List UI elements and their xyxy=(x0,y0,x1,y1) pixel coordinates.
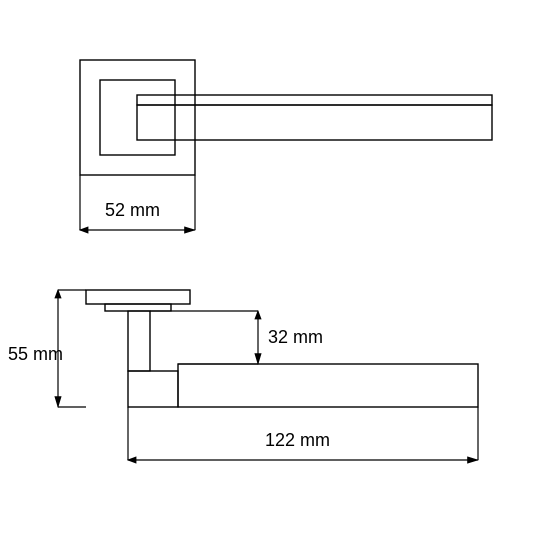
dim-label-55: 55 mm xyxy=(8,344,63,365)
drawing-svg xyxy=(0,0,551,551)
drawing-canvas: 52 mm 55 mm 32 mm 122 mm xyxy=(0,0,551,551)
dim-label-32: 32 mm xyxy=(268,327,323,348)
outline-group xyxy=(80,60,492,407)
dim-label-52: 52 mm xyxy=(105,200,160,221)
dim-label-122: 122 mm xyxy=(265,430,330,451)
